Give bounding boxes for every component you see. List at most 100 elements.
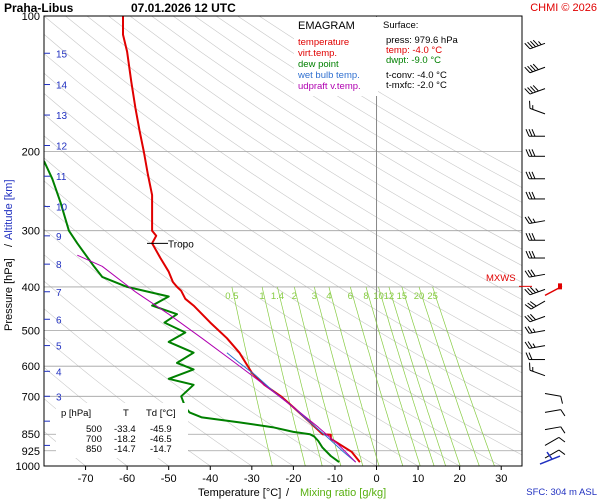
altitude-tick-label: 5 [56, 342, 62, 353]
wind-barb-flag [525, 352, 530, 360]
wind-barb [524, 63, 546, 74]
legend-title: EMAGRAM [298, 20, 355, 32]
table-row-700-t: -18.2 [114, 434, 136, 445]
mixing-ratio-label: 3 [312, 291, 317, 302]
temperature-tick-label: 0 [373, 473, 379, 485]
wind-barb-half-flag [532, 343, 536, 348]
mixing-ratio-line [231, 286, 273, 466]
datetime-title: 07.01.2026 12 UTC [131, 1, 236, 15]
wind-barb-flag [524, 326, 530, 334]
wind-barb-staff [544, 449, 560, 459]
mixing-ratio-line [293, 286, 342, 466]
wind-barb-flag [527, 65, 534, 73]
dry-adiabat-line [44, 53, 522, 374]
mixing-ratio-line [401, 286, 461, 466]
tropopause-marker: Tropo [147, 239, 194, 250]
table-header-td: Td [°C] [146, 408, 176, 419]
wind-barb-flag [528, 250, 533, 259]
wind-barb-flag [528, 191, 533, 200]
temperature-tick-label: -20 [285, 473, 301, 485]
temperature-tick-label: 10 [412, 473, 424, 485]
dry-adiabat-line [0, 16, 2, 466]
wind-barb-flag [528, 171, 533, 179]
pressure-tick-label: 850 [22, 429, 40, 441]
temperature-tick-label: 30 [495, 473, 507, 485]
surface-tmxfc: t-mxfc: -2.0 °C [386, 80, 447, 91]
wind-barbs [519, 39, 566, 465]
dew-point-line [44, 160, 340, 463]
wind-barb-flag [531, 233, 536, 241]
wind-barb-flag [530, 40, 536, 48]
y-axis-separator: / [3, 243, 15, 247]
wind-barb-flag [560, 426, 566, 434]
mixing-ratio-line [261, 286, 306, 466]
wind-barb-flag [530, 286, 536, 294]
wind-barb [525, 233, 545, 241]
dry-adiabat-line [194, 16, 522, 219]
wind-barb [544, 426, 566, 434]
wind-barb [524, 216, 546, 224]
table-row-850-td: -14.7 [150, 444, 172, 455]
wind-barb-flag [525, 171, 530, 179]
wind-barb-flag [531, 171, 536, 179]
mixing-ratio-line [313, 286, 364, 466]
wind-barb-flag [530, 86, 536, 93]
wind-barb-flag [530, 64, 536, 72]
wind-barb-half-flag [535, 288, 539, 293]
wind-barb-flag [527, 287, 534, 295]
pressure-tick-label: 100 [22, 11, 40, 23]
legend-item-wet-bulb: wet bulb temp. [297, 70, 360, 81]
altitude-tick-label: 15 [56, 49, 68, 60]
temperature-tick-label: -60 [119, 473, 135, 485]
wind-barb [529, 100, 546, 115]
altitude-tick-label: 7 [56, 288, 62, 299]
mixing-ratio-layer: 0.5 1 1.4 2 3 4 6 8 10 12 15 20 25 [225, 286, 495, 466]
wind-barb-half-flag [532, 366, 534, 372]
wind-barb [525, 352, 545, 361]
mixing-ratio-line [418, 286, 480, 466]
altitude-tick-label: 12 [56, 142, 68, 153]
pressure-tick-label: 925 [22, 446, 40, 458]
dry-adiabat-line [151, 16, 522, 250]
y-axis-label-pressure: Pressure [hPa] [3, 258, 15, 331]
wind-barb-flag [524, 288, 531, 296]
temperature-tick-label: -10 [327, 473, 343, 485]
wind-barb-flag [527, 269, 533, 277]
wind-barb [524, 341, 546, 349]
table-row-500-t: -33.4 [114, 424, 136, 435]
altitude-tick-label: 10 [56, 202, 68, 213]
wind-barb [544, 409, 566, 417]
table-row-850-t: -14.7 [114, 444, 136, 455]
wind-barb-half-flag [538, 41, 542, 46]
mixing-ratio-label: 12 [384, 291, 395, 302]
wind-barb-flag [529, 362, 531, 371]
temperature-tick-label: -70 [78, 473, 94, 485]
wind-barb-flag [528, 129, 533, 137]
wind-barb-flag [525, 149, 530, 157]
wind-barb-flag [528, 352, 533, 360]
wind-barb-staff [529, 107, 546, 115]
wind-barb-flag [529, 100, 531, 109]
x-axis-label-temperature: Temperature [°C] [198, 487, 281, 499]
wind-barb [524, 269, 546, 278]
dry-adiabat-line [108, 16, 522, 283]
altitude-tick-label: 8 [56, 260, 62, 271]
temperature-tick-label: -50 [161, 473, 177, 485]
mixing-ratio-label: 1 [259, 291, 264, 302]
table-row-500-p: 500 [86, 424, 102, 435]
dry-adiabat-line [44, 113, 522, 434]
values-table: p [hPa] T Td [°C] 500 -33.4 -45.9 700 -1… [56, 403, 188, 458]
table-row-700-td: -46.5 [150, 434, 172, 445]
wind-barb-flag [531, 149, 536, 157]
dry-adiabat-line [44, 16, 522, 336]
wind-barb-flag [532, 85, 539, 92]
wind-barb-flag [560, 409, 566, 417]
wind-barb-flag [527, 326, 533, 334]
wind-barb [525, 250, 545, 259]
station-title: Praha-Libus [4, 1, 74, 15]
mxws-barb [544, 285, 563, 297]
wind-barb [529, 362, 546, 377]
altitude-tick-label: 11 [56, 172, 67, 183]
wind-barb [524, 85, 546, 95]
wind-barb-flag [527, 216, 533, 224]
